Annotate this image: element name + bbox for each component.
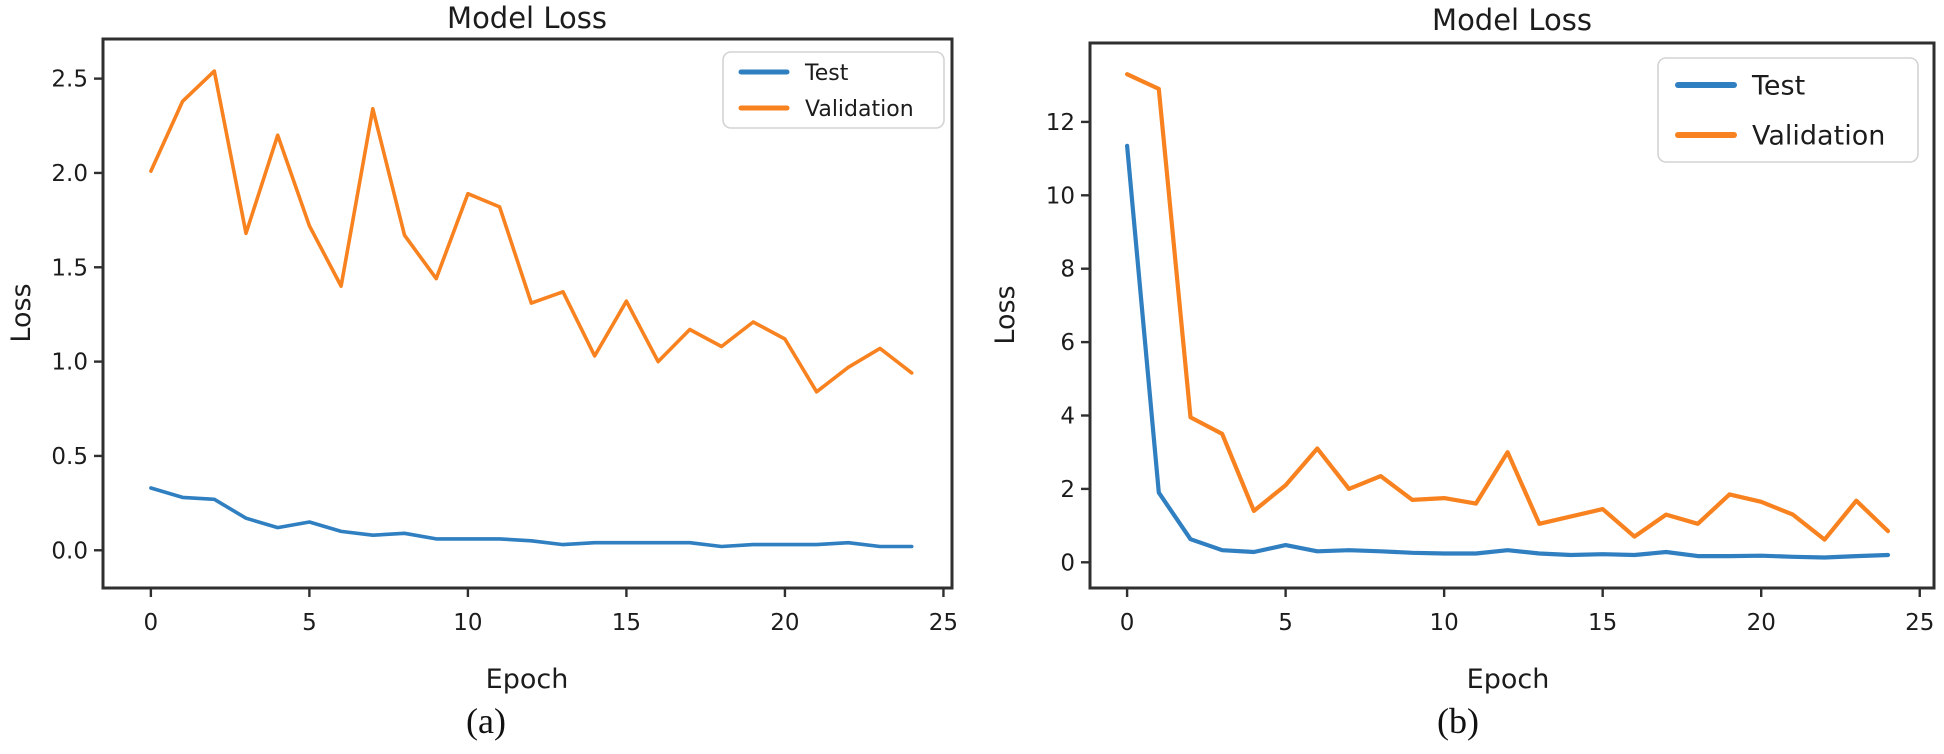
chart-a: Model Loss Loss Epoch 0 5 10 15 20 25 0.0 0.5 1.… <box>6 1 958 695</box>
chart-b-y-axis-label: Loss <box>990 285 1021 344</box>
x-tick-label: 25 <box>929 610 958 636</box>
chart-b-plot-area: 0 5 10 15 20 25 0 2 4 6 8 10 12 Test Validation <box>1046 41 1936 636</box>
y-tick-label: 12 <box>1046 110 1075 136</box>
y-tick-label: 1.0 <box>51 350 88 376</box>
x-tick-label: 10 <box>453 610 482 636</box>
test-loss-line <box>149 486 914 549</box>
legend-label-test: Test <box>804 61 849 86</box>
chart-b-title: Model Loss <box>1432 3 1592 37</box>
y-tick-label: 6 <box>1060 330 1075 356</box>
figure-b: Model Loss Loss Epoch 0 5 10 15 20 25 0 2 4 6 8 10 1… <box>972 0 1944 754</box>
validation-loss-line <box>149 69 914 394</box>
plot-border <box>101 37 954 590</box>
x-tick-label: 0 <box>1120 610 1135 636</box>
caption-a: (a) <box>466 701 506 741</box>
y-tick-label: 10 <box>1046 183 1075 209</box>
y-tick-label: 0.5 <box>51 444 88 470</box>
x-tick-label: 15 <box>612 610 641 636</box>
x-tick-label: 5 <box>1278 610 1293 636</box>
x-tick-label: 0 <box>144 610 159 636</box>
validation-loss-line <box>1125 72 1891 542</box>
figure-a: Model Loss Loss Epoch 0 5 10 15 20 25 0.0 0.5 1.… <box>6 1 958 741</box>
legend-label-test: Test <box>1751 71 1805 102</box>
y-tick-label: 4 <box>1060 404 1075 430</box>
x-tick-label: 20 <box>1747 610 1776 636</box>
y-tick-label: 8 <box>1060 257 1075 283</box>
test-loss-line <box>1125 143 1891 560</box>
chart-a-title: Model Loss <box>447 1 607 35</box>
legend-label-validation: Validation <box>805 97 914 122</box>
y-tick-label: 2.5 <box>51 67 88 93</box>
legend: Test Validation <box>1657 57 1919 163</box>
y-tick-label: 0 <box>1060 550 1075 576</box>
plot-border <box>1088 41 1936 590</box>
x-tick-label: 5 <box>302 610 317 636</box>
legend: Test Validation <box>722 51 945 129</box>
x-tick-label: 25 <box>1905 610 1934 636</box>
x-tick-label: 10 <box>1430 610 1459 636</box>
y-tick-label: 0.0 <box>51 538 88 564</box>
caption-b: (b) <box>1437 701 1479 741</box>
x-tick-label: 20 <box>770 610 799 636</box>
y-tick-label: 1.5 <box>51 255 88 281</box>
legend-label-validation: Validation <box>1752 121 1885 152</box>
chart-b: Model Loss Loss Epoch 0 5 10 15 20 25 0 2 4 6 8 10 1… <box>990 3 1936 695</box>
y-tick-label: 2 <box>1060 477 1075 503</box>
chart-a-y-axis-label: Loss <box>6 283 37 342</box>
chart-a-x-axis-label: Epoch <box>486 664 569 695</box>
x-tick-label: 15 <box>1588 610 1617 636</box>
chart-a-plot-area: 0 5 10 15 20 25 0.0 0.5 1.0 1.5 2.0 2.5 Test Validati… <box>51 37 958 636</box>
chart-b-x-axis-label: Epoch <box>1467 664 1550 695</box>
y-tick-label: 2.0 <box>51 161 88 187</box>
